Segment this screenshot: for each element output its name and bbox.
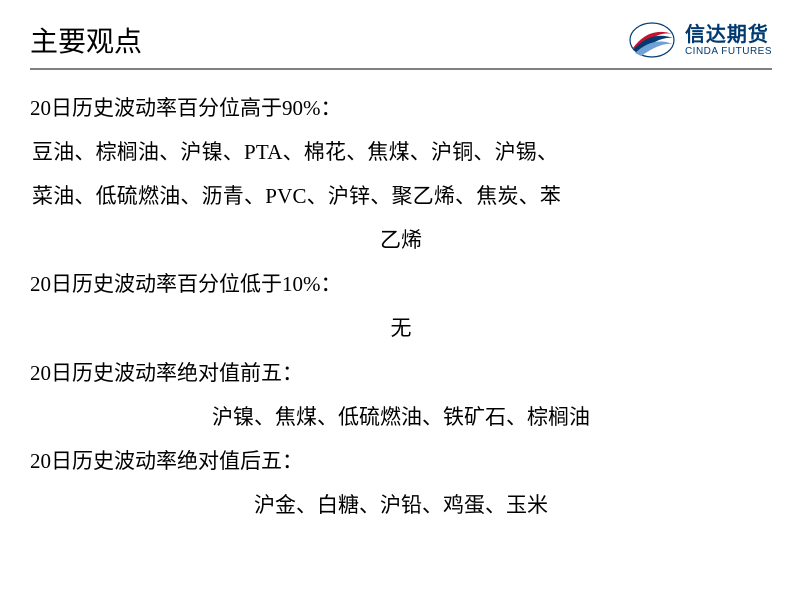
slide-title: 主要观点	[30, 20, 142, 60]
logo-text: 信达期货 CINDA FUTURES	[685, 24, 772, 57]
item-line: 沪金、白糖、沪铅、鸡蛋、玉米	[30, 483, 772, 527]
logo-mark-icon	[627, 20, 677, 60]
item-line: 豆油、棕榈油、沪镍、PTA、棉花、焦煤、沪铜、沪锡、	[30, 130, 772, 174]
item-line: 菜油、低硫燃油、沥青、PVC、沪锌、聚乙烯、焦炭、苯	[30, 174, 772, 218]
slide-body: 20日历史波动率百分位高于90%： 豆油、棕榈油、沪镍、PTA、棉花、焦煤、沪铜…	[30, 86, 772, 527]
section-label: 20日历史波动率百分位低于10%：	[30, 262, 772, 306]
item-line: 乙烯	[30, 218, 772, 262]
item-line: 无	[30, 306, 772, 350]
slide-header: 主要观点 信达期货 CINDA FUTURES	[30, 20, 772, 70]
slide: 主要观点 信达期货 CINDA FUTURES 20日历史波动率百分位高于90%…	[0, 0, 802, 602]
logo-en-text: CINDA FUTURES	[685, 46, 772, 57]
section-label: 20日历史波动率绝对值前五：	[30, 351, 772, 395]
section-label: 20日历史波动率绝对值后五：	[30, 439, 772, 483]
company-logo: 信达期货 CINDA FUTURES	[627, 20, 772, 60]
logo-cn-text: 信达期货	[685, 24, 772, 46]
section-label: 20日历史波动率百分位高于90%：	[30, 86, 772, 130]
item-line: 沪镍、焦煤、低硫燃油、铁矿石、棕榈油	[30, 395, 772, 439]
